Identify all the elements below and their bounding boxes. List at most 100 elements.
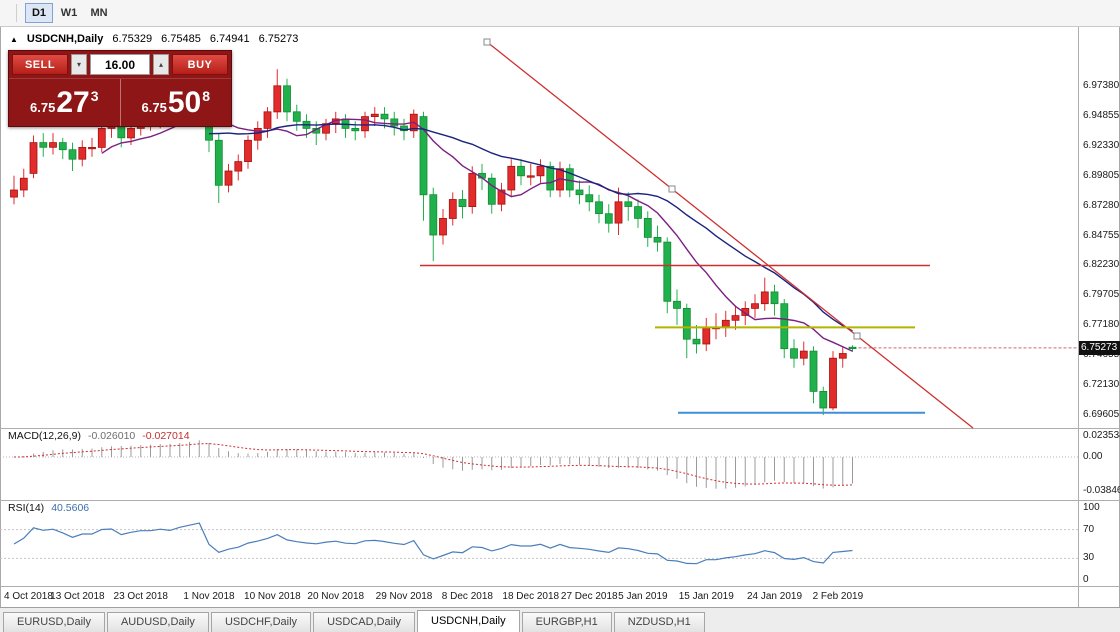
timeframe-w1-button[interactable]: W1 bbox=[55, 3, 83, 23]
sell-price[interactable]: 6.75 27 3 bbox=[9, 79, 120, 126]
date-label: 29 Nov 2018 bbox=[375, 591, 433, 602]
tab-eurgbp-h1[interactable]: EURGBP,H1 bbox=[521, 612, 612, 632]
trade-prices-row: 6.75 27 3 6.75 50 8 bbox=[9, 78, 231, 126]
sell-button[interactable]: SELL bbox=[12, 54, 68, 75]
price-divider bbox=[119, 79, 121, 126]
lot-size-input[interactable]: 16.00 bbox=[90, 54, 150, 75]
rsi-line bbox=[13, 522, 853, 565]
candle-body bbox=[273, 85, 282, 113]
candle-body bbox=[741, 307, 750, 316]
candle-body bbox=[799, 350, 808, 359]
price-tick-label: 6.94855 bbox=[1083, 109, 1120, 121]
rsi-indicator-label: RSI(14) 40.5606 bbox=[8, 502, 89, 514]
timeframe-d1-button[interactable]: D1 bbox=[25, 3, 53, 23]
chart-ohlc-header: ▲ USDCNH,Daily 6.75329 6.75485 6.74941 6… bbox=[10, 33, 298, 45]
candle-body bbox=[370, 113, 379, 117]
candle-body bbox=[88, 146, 96, 150]
trendline-handle bbox=[483, 38, 491, 46]
candle-body bbox=[127, 127, 135, 139]
sell-price-base: 6.75 bbox=[30, 100, 56, 115]
candle-body bbox=[604, 213, 613, 224]
chart-tabs-bar: EURUSD,Daily AUDUSD,Daily USDCHF,Daily USDC… bbox=[0, 607, 1120, 632]
ma-fast-line bbox=[101, 112, 853, 352]
macd-main-value: -0.026010 bbox=[87, 430, 136, 442]
trade-controls-row: SELL ▾ 16.00 ▴ BUY bbox=[9, 51, 231, 78]
candle-body bbox=[244, 139, 252, 163]
candle-body bbox=[439, 217, 447, 236]
candle-body bbox=[419, 116, 428, 196]
tab-usdcad-daily[interactable]: USDCAD,Daily bbox=[313, 612, 416, 632]
timeframe-mn-button[interactable]: MN bbox=[85, 3, 113, 23]
candle-body bbox=[380, 113, 389, 120]
candle-body bbox=[643, 217, 652, 238]
candle-body bbox=[390, 118, 399, 127]
candle-body bbox=[634, 206, 642, 219]
date-label: 4 Oct 2018 bbox=[4, 591, 53, 602]
rsi-value: 40.5606 bbox=[51, 502, 90, 514]
date-label: 24 Jan 2019 bbox=[746, 591, 803, 602]
high-value: 6.75485 bbox=[161, 33, 201, 45]
candle-body bbox=[624, 201, 633, 207]
date-label: 10 Nov 2018 bbox=[244, 591, 301, 602]
sell-price-fraction: 3 bbox=[90, 87, 99, 104]
candle-body bbox=[673, 300, 681, 309]
candle-body bbox=[224, 170, 233, 186]
symbol-title: USDCNH,Daily bbox=[26, 33, 104, 45]
symbol-marker-icon: ▲ bbox=[10, 34, 18, 44]
lot-decrease-button[interactable]: ▾ bbox=[71, 54, 87, 75]
buy-button[interactable]: BUY bbox=[172, 54, 228, 75]
macd-tick-label: -0.038466 bbox=[1083, 485, 1120, 497]
candle-body bbox=[263, 111, 272, 129]
candle-body bbox=[692, 338, 701, 345]
candle-body bbox=[19, 177, 28, 191]
candle-body bbox=[760, 291, 769, 305]
macd-tick-label: 0.023534 bbox=[1083, 430, 1120, 441]
candle-body bbox=[585, 194, 594, 203]
tab-audusd-daily[interactable]: AUDUSD,Daily bbox=[106, 612, 209, 632]
low-value: 6.74941 bbox=[209, 33, 250, 45]
price-tick-label: 6.82230 bbox=[1083, 259, 1120, 271]
price-tick-label: 6.72130 bbox=[1083, 379, 1120, 391]
timeframe-toolbar: D1 W1 MN bbox=[0, 0, 1120, 27]
tab-usdchf-daily[interactable]: USDCHF,Daily bbox=[210, 612, 312, 632]
price-tick-label: 6.77180 bbox=[1083, 319, 1120, 331]
date-label: 20 Nov 2018 bbox=[307, 591, 365, 602]
rsi-tick-label: 70 bbox=[1083, 523, 1095, 535]
date-label: 23 Oct 2018 bbox=[113, 591, 168, 602]
candle-body bbox=[536, 165, 545, 177]
lot-increase-button[interactable]: ▴ bbox=[153, 54, 169, 75]
rsi-name: RSI(14) bbox=[8, 502, 45, 514]
macd-signal-line bbox=[13, 443, 853, 486]
candle-body bbox=[117, 125, 126, 139]
candle-body bbox=[292, 111, 301, 122]
tab-nzdusd-h1[interactable]: NZDUSD,H1 bbox=[613, 612, 705, 632]
price-tick-label: 6.92330 bbox=[1083, 139, 1120, 151]
candle-body bbox=[458, 199, 467, 207]
tab-usdcnh-daily[interactable]: USDCNH,Daily bbox=[417, 610, 520, 632]
price-tick-label: 6.84755 bbox=[1083, 229, 1120, 241]
candle-body bbox=[487, 177, 496, 205]
candle-body bbox=[770, 291, 779, 305]
candle-body bbox=[429, 194, 438, 236]
candle-body bbox=[526, 175, 535, 178]
candle-body bbox=[663, 241, 672, 302]
chevron-down-icon: ▾ bbox=[76, 60, 81, 69]
price-tick-label: 6.97380 bbox=[1083, 80, 1120, 91]
candle-body bbox=[507, 165, 516, 191]
candle-body bbox=[97, 127, 106, 148]
buy-price[interactable]: 6.75 50 8 bbox=[121, 79, 232, 126]
tab-eurusd-daily[interactable]: EURUSD,Daily bbox=[3, 612, 105, 632]
price-tick-label: 6.89805 bbox=[1083, 169, 1120, 181]
candle-body bbox=[575, 189, 584, 196]
candle-body bbox=[214, 139, 223, 186]
buy-price-pips: 50 bbox=[167, 85, 202, 119]
candle-body bbox=[448, 199, 457, 219]
toolbar-separator bbox=[16, 4, 17, 22]
sell-price-pips: 27 bbox=[56, 85, 90, 119]
candle-body bbox=[234, 161, 243, 172]
rsi-tick-label: 100 bbox=[1083, 502, 1100, 513]
open-value: 6.75329 bbox=[112, 33, 153, 45]
candle-body bbox=[361, 116, 369, 132]
